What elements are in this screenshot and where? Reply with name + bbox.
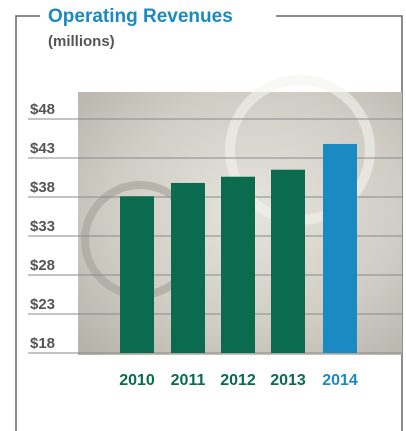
x-tick-label: 2012 bbox=[220, 372, 256, 389]
y-tick-label: $18 bbox=[30, 335, 55, 352]
y-tick-label: $23 bbox=[30, 296, 55, 313]
y-tick-label: $33 bbox=[30, 218, 55, 235]
chart-title: Operating Revenues bbox=[48, 6, 233, 27]
x-tick-label: 2010 bbox=[119, 372, 155, 389]
y-tick-label: $48 bbox=[30, 101, 55, 118]
bar bbox=[120, 196, 154, 353]
y-tick-label: $43 bbox=[30, 140, 55, 157]
chart-subtitle: (millions) bbox=[48, 33, 115, 50]
x-tick-label: 2011 bbox=[171, 372, 206, 389]
bar bbox=[323, 144, 357, 353]
x-tick-label: 2013 bbox=[270, 372, 306, 389]
chart: Operating Revenues (millions) $18 $23 $28 $… bbox=[0, 0, 406, 431]
bar bbox=[221, 177, 255, 353]
y-tick-label: $38 bbox=[30, 179, 55, 196]
x-tick-label: 2014 bbox=[322, 372, 358, 389]
bar bbox=[171, 183, 205, 353]
y-tick-label: $28 bbox=[30, 257, 55, 274]
bar bbox=[271, 170, 305, 353]
